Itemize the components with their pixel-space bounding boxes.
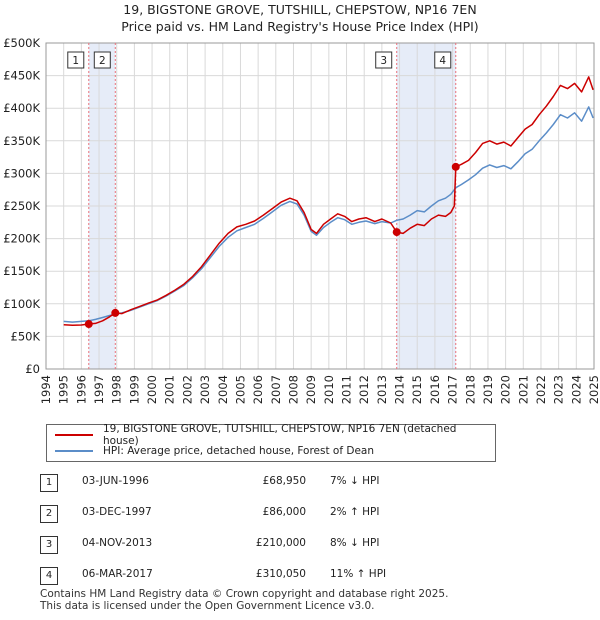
sale-marker-badge: 1	[40, 474, 58, 492]
sale-marker-box	[93, 51, 111, 69]
legend-label-hpi: HPI: Average price, detached house, Fore…	[103, 445, 375, 457]
sale-row: 2 03-DEC-1997 £86,000 2% ↑ HPI	[40, 505, 420, 523]
x-tick-label: 1999	[127, 375, 141, 404]
x-tick-label: 2010	[322, 375, 336, 404]
sale-point	[111, 308, 120, 317]
legend-swatch-hpi	[55, 450, 93, 452]
x-tick-label: 1994	[39, 375, 53, 404]
sale-marker-badge: 2	[40, 505, 58, 523]
x-tick-label: 1998	[110, 375, 124, 404]
sale-point	[392, 228, 401, 237]
legend-label-property: 19, BIGSTONE GROVE, TUTSHILL, CHEPSTOW, …	[102, 423, 457, 447]
x-tick-label: 2008	[286, 375, 300, 404]
y-tick-label: £450K	[3, 69, 40, 83]
x-tick-label: 2007	[269, 375, 283, 404]
sale-row: 1 03-JUN-1996 £68,950 7% ↓ HPI	[40, 474, 420, 492]
y-tick-label: £400K	[3, 101, 40, 115]
x-tick-label: 2011	[340, 375, 354, 404]
x-tick-label: 1995	[57, 375, 71, 404]
footer-line-copyright: Contains HM Land Registry data © Crown c…	[40, 588, 449, 600]
sale-row: 3 04-NOV-2013 £210,000 8% ↓ HPI	[40, 536, 420, 554]
sale-marker-box	[375, 51, 393, 69]
sale-marker-box	[434, 51, 452, 69]
sale-date: 03-DEC-1997	[82, 506, 152, 518]
sale-date: 03-JUN-1996	[82, 475, 149, 487]
y-tick-label: £50K	[11, 329, 41, 343]
chart-subtitle: Price paid vs. HM Land Registry's House …	[121, 19, 479, 34]
sale-price: £68,950	[262, 475, 306, 487]
x-tick-label: 2002	[180, 375, 194, 404]
sale-row: 4 06-MAR-2017 £310,050 11% ↑ HPI	[40, 567, 420, 585]
y-tick-label: £350K	[3, 134, 40, 148]
x-tick-label: 2025	[587, 375, 600, 404]
x-tick-label: 2016	[428, 375, 442, 404]
y-tick-label: £0	[25, 362, 40, 376]
sale-marker-label: 3	[380, 55, 387, 67]
legend-swatch-property	[55, 434, 93, 436]
sale-marker-badge: 3	[40, 536, 58, 554]
x-tick-label: 2009	[304, 375, 318, 404]
legend-item-property: 19, BIGSTONE GROVE, TUTSHILL, CHEPSTOW, …	[55, 423, 495, 447]
sale-hpi-diff: 2% ↑ HPI	[330, 506, 380, 518]
x-tick-label: 2017	[446, 375, 460, 404]
sale-hpi-diff: 11% ↑ HPI	[330, 568, 387, 580]
sale-date: 06-MAR-2017	[82, 568, 153, 580]
legend-item-hpi: HPI: Average price, detached house, Fore…	[55, 443, 374, 459]
x-tick-label: 2019	[481, 375, 495, 404]
y-tick-label: £200K	[3, 232, 40, 246]
sale-point	[451, 162, 460, 171]
price-chart: £0 £50K £100K £150K £200K £250K £300K £350K £400…	[3, 36, 600, 404]
x-tick-label: 2013	[375, 375, 389, 404]
sale-hpi-diff: 8% ↓ HPI	[330, 537, 380, 549]
sale-hpi-diff: 7% ↓ HPI	[330, 475, 380, 487]
x-tick-label: 2018	[463, 375, 477, 404]
chart-title: 19, BIGSTONE GROVE, TUTSHILL, CHEPSTOW, …	[123, 2, 477, 17]
x-tick-label: 2023	[552, 375, 566, 404]
chart-legend: 19, BIGSTONE GROVE, TUTSHILL, CHEPSTOW, …	[46, 423, 496, 462]
x-tick-label: 2024	[569, 375, 583, 404]
sale-marker-badge: 4	[40, 567, 58, 585]
sale-marker-label: 4	[439, 55, 446, 67]
footer-line-licence: This data is licensed under the Open Gov…	[40, 600, 375, 612]
sale-marker-label: 1	[72, 55, 79, 67]
y-tick-label: £300K	[3, 166, 40, 180]
series-line	[63, 76, 594, 327]
sale-price: £210,000	[255, 537, 306, 549]
x-tick-label: 2000	[145, 375, 159, 404]
y-tick-label: £250K	[3, 199, 40, 213]
x-tick-label: 2020	[499, 375, 513, 404]
x-tick-label: 2014	[393, 375, 407, 404]
sale-marker-label: 2	[99, 55, 106, 67]
attribution-footer: Contains HM Land Registry data © Crown c…	[40, 588, 448, 612]
sale-point	[84, 320, 93, 329]
sale-marker-box	[67, 51, 85, 69]
x-tick-label: 2001	[163, 375, 177, 404]
x-tick-label: 2003	[198, 375, 212, 404]
sale-date: 04-NOV-2013	[82, 537, 153, 549]
y-tick-label: £100K	[3, 297, 40, 311]
y-tick-label: £150K	[3, 264, 40, 278]
x-tick-label: 2006	[251, 375, 265, 404]
x-tick-label: 2012	[357, 375, 371, 404]
plot-area-frame	[45, 42, 595, 370]
x-tick-label: 2005	[233, 375, 247, 404]
x-tick-label: 1997	[92, 375, 106, 404]
sale-price: £310,050	[255, 568, 306, 580]
x-tick-label: 2004	[216, 375, 230, 404]
x-tick-label: 1996	[74, 375, 88, 404]
y-tick-label: £500K	[3, 36, 40, 50]
x-tick-label: 2021	[516, 375, 530, 404]
x-tick-label: 2015	[410, 375, 424, 404]
x-tick-label: 2022	[534, 375, 548, 404]
sale-price: £86,000	[262, 506, 306, 518]
